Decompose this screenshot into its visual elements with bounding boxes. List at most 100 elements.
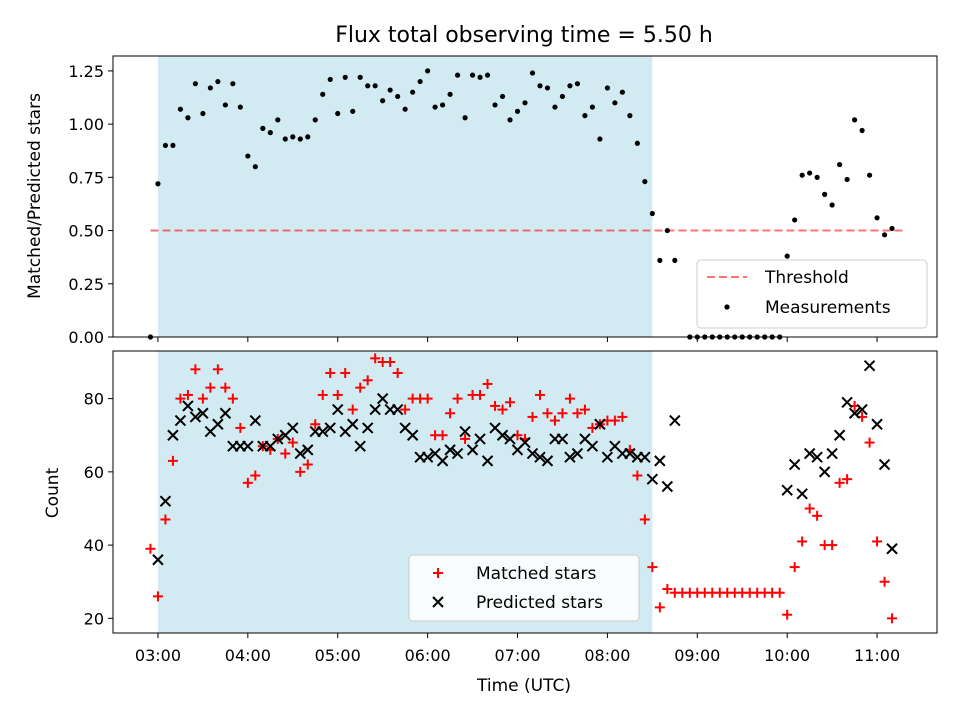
matched-star-point bbox=[609, 415, 620, 426]
predicted-star-point bbox=[354, 440, 366, 452]
matched-star-point bbox=[482, 378, 493, 389]
predicted-star-stroke bbox=[579, 433, 591, 445]
predicted-star-point bbox=[519, 436, 531, 449]
measurement-point bbox=[537, 83, 543, 89]
predicted-star-point bbox=[481, 455, 494, 467]
y-tick-label: 1.00 bbox=[68, 115, 104, 134]
measurement-point bbox=[844, 176, 850, 183]
predicted-star-point bbox=[444, 444, 456, 456]
predicted-star-stroke bbox=[481, 455, 494, 467]
matched-star-point bbox=[789, 562, 800, 573]
measurement-point bbox=[425, 68, 431, 74]
predicted-star-stroke bbox=[841, 396, 853, 408]
measurement-point bbox=[320, 91, 326, 97]
measurement-point bbox=[529, 70, 536, 76]
matched-star-point bbox=[632, 470, 643, 481]
predicted-star-stroke bbox=[833, 429, 846, 441]
matched-star-point bbox=[392, 367, 403, 378]
matched-star-point bbox=[490, 400, 501, 411]
predicted-star-point bbox=[541, 455, 554, 467]
measurement-point bbox=[582, 113, 588, 119]
predicted-star-stroke bbox=[646, 473, 659, 485]
measurement-point bbox=[874, 215, 880, 221]
legend-box bbox=[408, 554, 640, 622]
x-tick-label: 05:00 bbox=[315, 646, 361, 665]
predicted-star-point bbox=[841, 396, 853, 408]
measurement-point bbox=[440, 102, 446, 108]
predicted-star-stroke bbox=[399, 422, 411, 434]
measurement-point bbox=[619, 89, 625, 95]
matched-star-point bbox=[475, 389, 486, 400]
measurement-point bbox=[612, 100, 618, 106]
top-y-axis-label: Matched/Predicted stars bbox=[25, 93, 45, 299]
top-panel: 0.00 0.25 0.50 0.75 1.00 1.25 Threshold Measure… bbox=[68, 55, 938, 347]
measurement-point bbox=[237, 104, 243, 110]
measurement-point bbox=[290, 134, 296, 140]
predicted-star-point bbox=[317, 425, 329, 438]
predicted-star-stroke bbox=[856, 403, 868, 416]
measurement-point bbox=[365, 83, 371, 89]
measurement-point bbox=[417, 78, 423, 85]
predicted-star-point bbox=[347, 418, 359, 430]
measurement-point bbox=[799, 172, 805, 178]
matched-star-point bbox=[167, 455, 178, 466]
matched-star-point bbox=[235, 422, 246, 433]
matched-star-point bbox=[534, 389, 545, 400]
predicted-star-stroke bbox=[317, 425, 329, 438]
predicted-star-stroke bbox=[152, 554, 164, 566]
measurement-point bbox=[387, 87, 393, 93]
predicted-star-point bbox=[391, 403, 404, 416]
chart-title: Flux total observing time = 5.50 h bbox=[335, 23, 713, 48]
predicted-star-point bbox=[496, 429, 509, 441]
predicted-star-stroke bbox=[391, 403, 404, 416]
x-tick-label: 03:00 bbox=[135, 646, 181, 665]
measurement-point bbox=[335, 110, 341, 117]
predicted-star-stroke bbox=[174, 414, 187, 427]
legend-predicted-label: Predicted stars bbox=[476, 593, 603, 613]
predicted-star-point bbox=[182, 400, 194, 412]
measurement-point bbox=[837, 161, 843, 168]
y-tick-label: 0.50 bbox=[68, 222, 104, 241]
predicted-star-point bbox=[242, 440, 254, 452]
measurement-point bbox=[162, 142, 169, 149]
predicted-star-stroke bbox=[474, 433, 486, 445]
predicted-star-point bbox=[526, 447, 539, 460]
predicted-star-stroke bbox=[871, 418, 883, 430]
matched-star-point bbox=[242, 477, 253, 488]
predicted-star-point bbox=[167, 429, 179, 441]
predicted-star-stroke bbox=[459, 425, 471, 438]
predicted-star-stroke bbox=[406, 429, 419, 441]
matched-star-point bbox=[797, 536, 808, 547]
matched-star-point bbox=[879, 576, 890, 587]
predicted-star-point bbox=[826, 447, 838, 460]
matched-star-point bbox=[422, 393, 433, 404]
matched-star-point bbox=[887, 613, 898, 624]
measurement-point bbox=[297, 136, 303, 142]
measurement-point bbox=[252, 164, 258, 170]
legend-predicted-swatch bbox=[432, 596, 444, 608]
predicted-star-point bbox=[796, 488, 808, 500]
predicted-star-stroke bbox=[347, 418, 359, 430]
predicted-star-stroke bbox=[444, 444, 456, 456]
predicted-star-stroke bbox=[182, 400, 194, 412]
predicted-star-point bbox=[332, 403, 344, 416]
predicted-star-point bbox=[781, 484, 793, 496]
matched-star-point bbox=[872, 536, 883, 547]
predicted-star-point bbox=[878, 458, 891, 471]
predicted-star-stroke bbox=[564, 451, 576, 463]
predicted-star-point bbox=[564, 451, 576, 463]
matched-star-point bbox=[325, 367, 336, 378]
matched-star-point bbox=[812, 510, 823, 521]
predicted-star-stroke bbox=[669, 414, 681, 427]
measurement-point bbox=[222, 102, 228, 108]
measurement-point bbox=[552, 104, 558, 110]
measurement-point bbox=[402, 106, 408, 112]
matched-star-point bbox=[400, 404, 411, 415]
measurement-point bbox=[207, 85, 213, 91]
matched-star-point bbox=[190, 364, 201, 375]
predicted-star-stroke bbox=[526, 447, 539, 460]
measurement-point bbox=[499, 93, 506, 100]
predicted-star-point bbox=[661, 480, 674, 493]
measurement-point bbox=[672, 257, 678, 263]
